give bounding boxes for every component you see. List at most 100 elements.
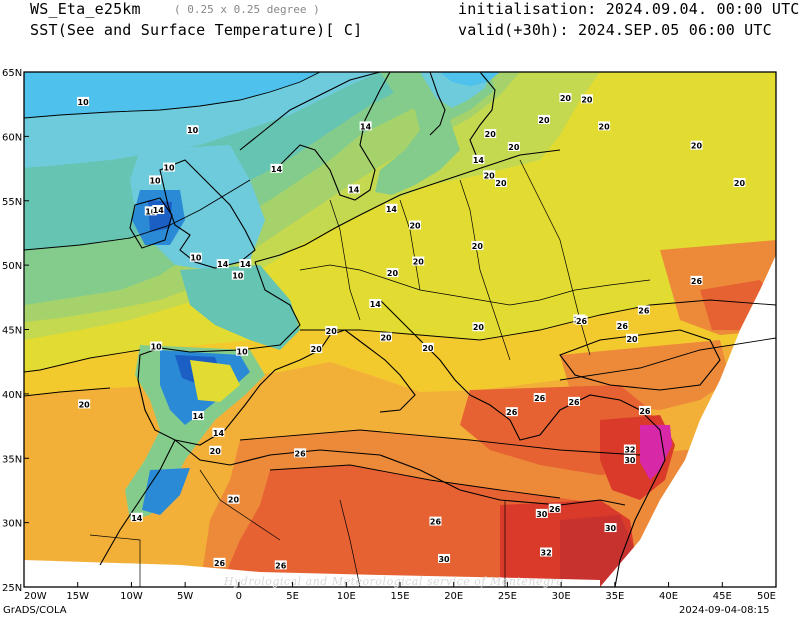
contour-label: 20 (409, 222, 421, 231)
contour-label: 20 (581, 95, 593, 104)
temperature-field (24, 72, 776, 587)
contour-label: 10 (149, 176, 161, 185)
lon-label: 50E (757, 591, 776, 602)
contour-label-bg (559, 93, 572, 103)
contour-label-bg (637, 305, 650, 315)
contour-label-bg (568, 396, 581, 406)
contour-label-bg (505, 407, 518, 417)
longitude-axis: 20W 15W 10W 5W 0 5E 10E 15E 20E 25E 30E 35E 40E 45E 50… (23, 582, 777, 602)
lat-label: 55N (2, 197, 22, 208)
contour-label-bg (239, 259, 252, 269)
biscay-water (180, 265, 300, 350)
contour-label: 20 (228, 496, 240, 505)
baltic-sea (375, 72, 495, 195)
contour-label: 10 (232, 272, 244, 281)
contour-label: 20 (484, 171, 496, 180)
latitude-axis: 65N 60N 55N 50N 45N 40N 35N 30N 25N (2, 68, 29, 594)
contour-label: 30 (605, 524, 617, 533)
contour-label: 26 (617, 322, 629, 331)
lon-label: 15E (390, 591, 409, 602)
contour-label-bg (733, 178, 746, 188)
contour-label: 10 (145, 207, 157, 216)
contour-label-bg (152, 205, 165, 215)
contour-label-bg (690, 140, 703, 150)
border-line-3 (399, 199, 421, 291)
contour-label-bg (150, 341, 163, 351)
contour-label-bg (386, 268, 399, 278)
no-data-south-band (24, 560, 600, 587)
ireland (129, 197, 173, 249)
contour-label-bg (548, 503, 561, 513)
border-line-8 (199, 469, 281, 541)
borders (89, 159, 651, 588)
contour-label: 26 (430, 518, 442, 527)
contour-label: 26 (638, 306, 650, 315)
contour-label-bg (494, 178, 507, 188)
north-sea-baltic-coast (254, 149, 561, 263)
contour-20-west (23, 349, 141, 373)
contour-label-bg (623, 444, 636, 454)
contour-label: 20 (538, 116, 550, 125)
contour-label: 20 (210, 447, 222, 456)
footer-software: GrADS/COLA (3, 605, 67, 616)
contour-label-bg (429, 516, 442, 526)
atlantic-africa-coast (99, 439, 176, 566)
border-line-5 (519, 159, 591, 356)
lat-label: 50N (2, 261, 22, 272)
contour-label-bg (213, 557, 226, 567)
lon-label: 35E (605, 591, 624, 602)
contour-label-bg (186, 125, 199, 135)
contour-label: 14 (192, 412, 204, 421)
sweden-east-coast (429, 71, 446, 136)
greece-turkey-coast (469, 394, 641, 441)
contour-label: 10 (237, 348, 249, 357)
north-africa-coast (174, 439, 626, 506)
border-line-6 (339, 499, 361, 588)
contour-label-bg (626, 333, 639, 343)
border-line-2 (329, 199, 361, 321)
contour-label: 20 (734, 179, 746, 188)
contour-label-bg (77, 96, 90, 106)
contour-label-bg (192, 411, 205, 421)
contour-label: 20 (79, 400, 91, 409)
contour-label: 20 (472, 242, 484, 251)
contour-label: 26 (295, 449, 307, 458)
finland-coast (469, 71, 496, 161)
contour-label: 14 (386, 205, 398, 214)
border-line-4 (459, 179, 511, 361)
contour-label: 26 (691, 277, 703, 286)
contour-label: 26 (534, 394, 546, 403)
contour-label: 14 (360, 122, 372, 131)
lat-label: 35N (2, 454, 22, 465)
contour-label-bg (274, 560, 287, 570)
initialisation-time: initialisation: 2024.09.04. 00:00 UTC (458, 0, 800, 18)
lat-label: 25N (2, 583, 22, 594)
contour-label-bg (189, 252, 202, 262)
lat-label: 30N (2, 519, 22, 530)
lat-label: 60N (2, 132, 22, 143)
contour-label-bg (598, 121, 611, 131)
contour-label-bg (580, 94, 593, 104)
contour-label-bg (130, 512, 143, 522)
contour-label: 30 (536, 510, 548, 519)
contour-label: 20 (560, 94, 572, 103)
contour-label: 26 (506, 408, 518, 417)
contour-label: 20 (691, 142, 703, 151)
no-data-area (600, 255, 776, 587)
contour-label-bg (359, 121, 372, 131)
contour-label: 20 (326, 327, 338, 336)
contour-label-bg (294, 448, 307, 458)
contour-label-bg (540, 547, 553, 557)
lat-label: 40N (2, 390, 22, 401)
contour-label: 20 (626, 335, 638, 344)
contour-label: 20 (311, 345, 323, 354)
contour-label: 26 (576, 317, 588, 326)
grid-resolution: ( 0.25 x 0.25 degree ) (174, 3, 320, 16)
contour-label: 26 (549, 505, 561, 514)
contour-label-bg (471, 241, 484, 251)
contour-20-east (300, 299, 777, 341)
lon-label: 5W (177, 591, 193, 602)
contour-label: 10 (187, 126, 199, 135)
contour-label: 20 (422, 344, 434, 353)
